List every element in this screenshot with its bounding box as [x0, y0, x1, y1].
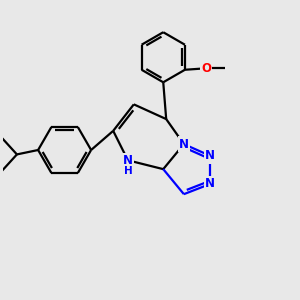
Text: N: N [206, 149, 215, 162]
Text: N: N [206, 177, 215, 190]
Text: O: O [201, 62, 211, 75]
Text: N: N [179, 138, 189, 151]
Text: H: H [124, 166, 132, 176]
Text: N: N [123, 154, 133, 167]
